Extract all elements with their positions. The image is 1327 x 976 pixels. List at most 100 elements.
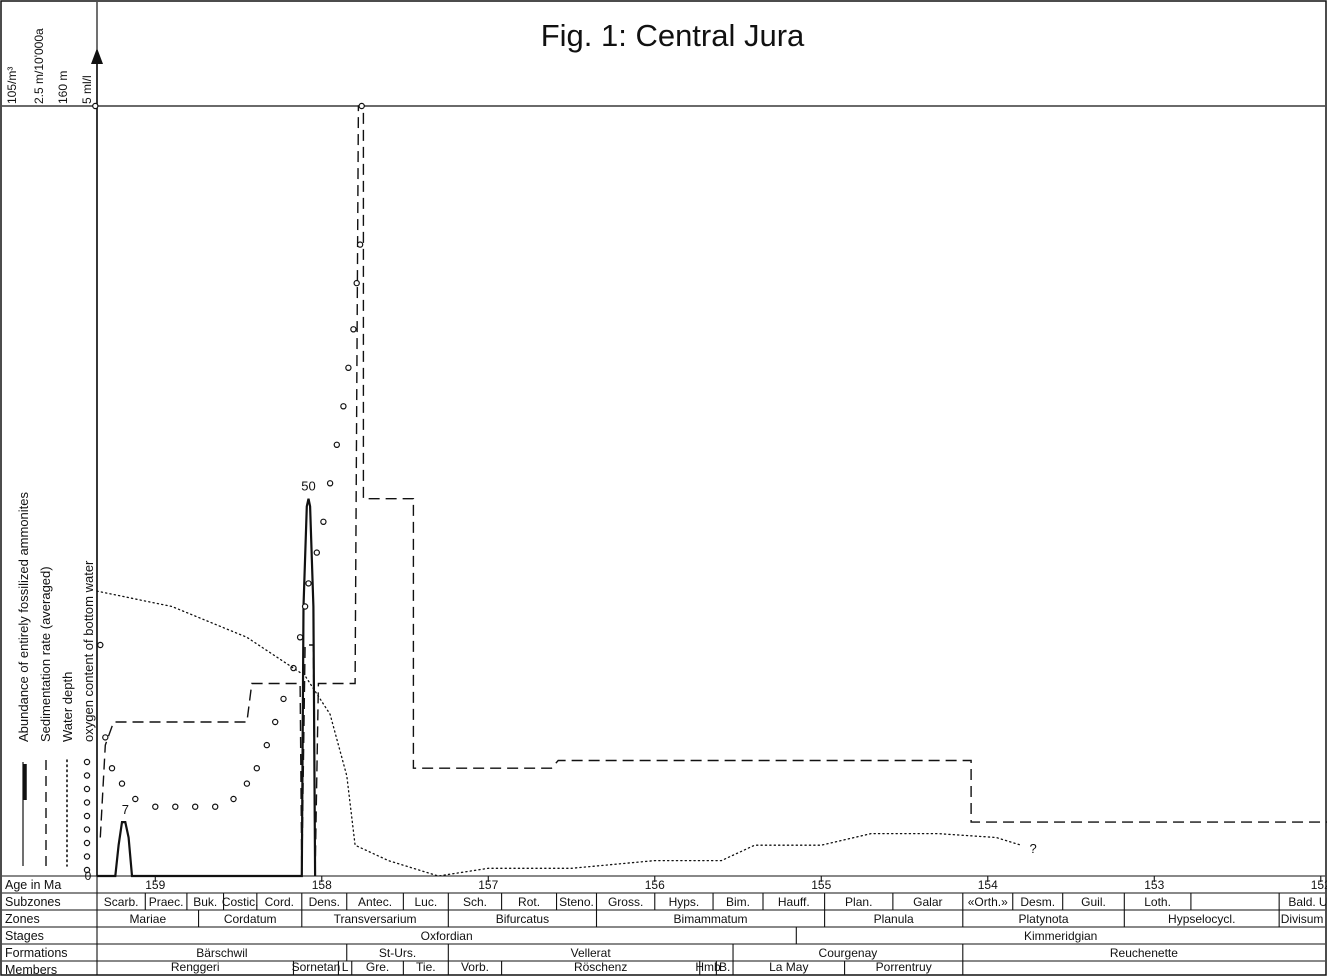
zone-cell: Mariae bbox=[129, 912, 166, 926]
legend-circle bbox=[83, 772, 91, 779]
subzone-cell: Praec. bbox=[149, 895, 184, 909]
legend-circle bbox=[83, 812, 91, 820]
water-depth-point bbox=[350, 326, 357, 333]
subzone-cell: Buk. bbox=[193, 895, 217, 909]
member-cell: La May bbox=[769, 960, 808, 974]
table-row-label: Formations bbox=[5, 946, 68, 960]
subzone-cell: Bim. bbox=[726, 895, 750, 909]
age-tick-label: 156 bbox=[645, 878, 665, 892]
water-depth-point bbox=[97, 641, 104, 649]
subzone-cell: Rot. bbox=[518, 895, 540, 909]
formation-cell: St-Urs. bbox=[379, 946, 416, 960]
zone-cell: Divisum bbox=[1281, 912, 1324, 926]
member-cell: Hmb bbox=[695, 960, 721, 974]
stage-cell: Kimmeridgian bbox=[1024, 929, 1097, 943]
series-line-solid bbox=[97, 498, 317, 878]
subzone-cell: Cord. bbox=[265, 895, 294, 909]
age-tick-label: 152 bbox=[1311, 878, 1327, 892]
y-axis-arrow bbox=[91, 48, 103, 64]
zone-cell: Cordatum bbox=[224, 912, 277, 926]
water-depth-point bbox=[152, 803, 159, 810]
water-depth-point bbox=[280, 695, 287, 703]
water-depth-point bbox=[118, 780, 126, 787]
water-depth-point bbox=[272, 718, 279, 726]
subzone-cell: Loth. bbox=[1144, 895, 1171, 909]
water-depth-point bbox=[243, 780, 251, 787]
peak-label: 7 bbox=[122, 802, 129, 817]
formation-cell: Bärschwil bbox=[196, 946, 247, 960]
age-tick-label: 155 bbox=[811, 878, 831, 892]
member-cell: Tie. bbox=[416, 960, 436, 974]
peak-label: 50 bbox=[301, 479, 315, 494]
age-tick-label: 154 bbox=[978, 878, 998, 892]
age-tick-label: 157 bbox=[478, 878, 498, 892]
member-cell: Renggeri bbox=[171, 960, 220, 974]
member-cell: B. bbox=[719, 960, 730, 974]
table-row-label: Subzones bbox=[5, 895, 61, 909]
legend-swatch-circles bbox=[83, 758, 91, 874]
series-4: ? bbox=[96, 590, 1037, 877]
subzone-cell: Sch. bbox=[463, 895, 487, 909]
legend-circle bbox=[83, 758, 91, 766]
subzone-cell: Galar bbox=[913, 895, 942, 909]
y-scale-labels: 105/m³ 2.5 m/10'000a 160 m 5 ml/l bbox=[5, 28, 94, 104]
legend-label-ammonites: Abundance of entirely fossilized ammonit… bbox=[16, 491, 31, 742]
series-end-label: ? bbox=[1029, 841, 1036, 856]
legend-label-oxygen: oxygen content of bottom water bbox=[81, 560, 96, 742]
water-depth-point bbox=[92, 102, 99, 110]
subzone-cell: Costic. bbox=[222, 895, 259, 909]
legend-circle bbox=[83, 866, 91, 874]
table-row-label: Age in Ma bbox=[5, 878, 61, 892]
formation-cell: Reuchenette bbox=[1110, 946, 1178, 960]
legend-circle bbox=[83, 799, 91, 806]
zone-cell: Bimammatum bbox=[674, 912, 748, 926]
water-depth-point bbox=[320, 518, 327, 526]
table-row-label: Zones bbox=[5, 912, 40, 926]
subzone-cell: Steno. bbox=[559, 895, 594, 909]
water-depth-point bbox=[172, 803, 179, 810]
water-depth-point bbox=[333, 441, 340, 448]
legend-label-water-depth: Water depth bbox=[60, 672, 75, 742]
water-depth-point bbox=[326, 480, 334, 487]
y-scale-label-ammonites: 105/m³ bbox=[5, 67, 19, 104]
y-scale-label-water-depth: 160 m bbox=[56, 71, 70, 104]
member-cell: L bbox=[342, 960, 349, 974]
table-row-label: Members bbox=[5, 963, 57, 976]
y-scale-label-oxygen: 5 ml/l bbox=[80, 75, 94, 104]
zone-cell: Platynota bbox=[1019, 912, 1069, 926]
legend-circle bbox=[83, 785, 91, 793]
member-cell: Sornetan bbox=[292, 960, 341, 974]
member-cell: Röschenz bbox=[574, 960, 627, 974]
subzone-cell: Uhl. bbox=[1319, 895, 1327, 909]
series-1: 7 50 bbox=[97, 479, 317, 878]
series-line-dashed bbox=[99, 105, 1327, 877]
water-depth-point bbox=[108, 765, 116, 772]
subzone-cell: Luc. bbox=[414, 895, 437, 909]
subzone-cell: Gross. bbox=[608, 895, 643, 909]
subzone-cell: Desm. bbox=[1020, 895, 1055, 909]
member-cell: Gre. bbox=[366, 960, 389, 974]
water-depth-point bbox=[211, 803, 219, 810]
member-cell: Vorb. bbox=[461, 960, 489, 974]
stratigraphy-table: Age in Ma Subzones Zones Stages Formations Me… bbox=[2, 875, 1327, 976]
water-depth-point bbox=[296, 634, 304, 641]
subzone-cell: Bald. bbox=[1288, 895, 1315, 909]
water-depth-point bbox=[230, 795, 237, 803]
water-depth-point bbox=[305, 580, 312, 587]
member-cell: Porrentruy bbox=[876, 960, 932, 974]
water-depth-point bbox=[345, 364, 352, 371]
figure-title: Fig. 1: Central Jura bbox=[540, 18, 805, 53]
water-depth-point bbox=[191, 803, 199, 810]
legend-circle bbox=[83, 826, 91, 833]
subzone-cell: Guil. bbox=[1081, 895, 1106, 909]
subzone-cell: Hauff. bbox=[778, 895, 810, 909]
age-tick-label: 153 bbox=[1144, 878, 1164, 892]
subzone-cell: Hyps. bbox=[669, 895, 700, 909]
series-line-dotted bbox=[96, 590, 1022, 877]
plot-area: 750?0 bbox=[85, 102, 1327, 883]
legend-label-sedimentation: Sedimentation rate (averaged) bbox=[38, 566, 53, 742]
water-depth-point bbox=[358, 102, 365, 110]
subzone-cell: «Orth.» bbox=[968, 895, 1008, 909]
